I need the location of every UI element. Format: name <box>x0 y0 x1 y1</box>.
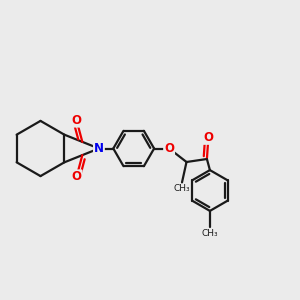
Text: CH₃: CH₃ <box>174 184 190 193</box>
Text: N: N <box>94 142 104 155</box>
Text: O: O <box>164 142 174 155</box>
Text: O: O <box>71 114 82 127</box>
Text: O: O <box>203 131 213 144</box>
Text: CH₃: CH₃ <box>202 229 218 238</box>
Text: O: O <box>71 170 82 183</box>
